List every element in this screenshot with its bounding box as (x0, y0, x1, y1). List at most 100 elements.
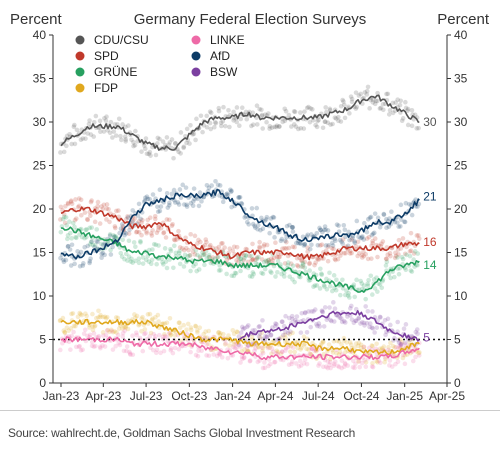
survey-dot-fdp (142, 327, 148, 332)
survey-dot-cdu-csu (72, 122, 77, 128)
survey-dot-spd (188, 232, 193, 237)
survey-dot-afd (361, 237, 367, 242)
survey-dot-linke (290, 345, 296, 350)
survey-dot-fdp (256, 345, 261, 350)
survey-dot-linke (234, 345, 239, 351)
survey-dot-gr-ne (206, 252, 212, 258)
survey-dot-gr-ne (331, 273, 337, 278)
survey-dot-afd (188, 200, 194, 206)
survey-dot-linke (161, 348, 167, 354)
survey-dot-linke (296, 364, 302, 369)
survey-dot-linke (308, 346, 314, 351)
survey-dot-afd (364, 229, 370, 235)
survey-dot-gr-ne (415, 262, 420, 268)
survey-dot-bsw (359, 320, 365, 325)
survey-dot-linke (331, 363, 337, 369)
survey-dot-afd (387, 216, 392, 221)
survey-dot-cdu-csu (80, 136, 86, 141)
survey-dot-linke (293, 361, 299, 366)
survey-dot-linke (140, 348, 146, 354)
survey-dot-afd (268, 216, 274, 221)
survey-dot-gr-ne (185, 254, 191, 259)
survey-dot-bsw (236, 334, 242, 339)
survey-dot-gr-ne (319, 271, 324, 277)
survey-dot-afd (224, 192, 229, 197)
survey-dot-linke (272, 359, 277, 365)
survey-dot-cdu-csu (101, 129, 107, 134)
survey-dot-bsw (345, 314, 350, 319)
survey-dot-spd (266, 257, 271, 263)
survey-dot-gr-ne (146, 247, 152, 253)
survey-dot-linke (127, 351, 133, 356)
survey-dot-afd (333, 238, 338, 244)
survey-dot-fdp (66, 328, 71, 333)
survey-dot-linke (76, 344, 82, 350)
survey-dot-cdu-csu (378, 105, 384, 111)
survey-dot-gr-ne (70, 220, 76, 226)
survey-dot-fdp (265, 344, 271, 349)
survey-dot-spd (364, 236, 370, 241)
survey-dot-cdu-csu (98, 129, 103, 134)
survey-dot-afd (249, 206, 255, 211)
survey-dot-spd (75, 204, 81, 210)
survey-dot-afd (107, 233, 113, 239)
survey-dot-afd (147, 196, 153, 202)
survey-dot-cdu-csu (198, 113, 204, 119)
survey-dot-spd (257, 245, 263, 251)
survey-dot-afd (272, 235, 277, 240)
survey-dot-spd (312, 262, 317, 268)
survey-dot-spd (62, 220, 68, 226)
survey-dot-afd (68, 263, 74, 268)
survey-dot-spd (187, 253, 193, 258)
survey-dot-spd (134, 229, 140, 235)
survey-dot-bsw (312, 307, 318, 312)
survey-dot-gr-ne (354, 277, 359, 283)
survey-dot-gr-ne (286, 260, 291, 265)
survey-dot-gr-ne (131, 240, 137, 245)
survey-dot-fdp (104, 314, 110, 320)
survey-dot-cdu-csu (267, 123, 273, 129)
survey-dot-spd (95, 203, 100, 209)
survey-dot-afd (130, 208, 136, 213)
survey-dot-afd (389, 209, 394, 214)
survey-dot-afd (143, 195, 148, 201)
survey-dot-linke (312, 348, 317, 354)
survey-dot-fdp (407, 339, 412, 345)
survey-dot-gr-ne (371, 277, 377, 282)
survey-dot-linke (223, 341, 228, 346)
survey-dot-afd (255, 222, 261, 228)
survey-dot-linke (387, 363, 392, 368)
survey-dot-gr-ne (94, 227, 100, 232)
survey-dot-cdu-csu (64, 143, 69, 149)
survey-dot-cdu-csu (61, 149, 67, 155)
survey-dot-linke (247, 358, 253, 364)
survey-dot-afd (360, 234, 365, 239)
survey-dot-gr-ne (133, 244, 138, 250)
survey-dot-cdu-csu (78, 137, 84, 143)
survey-dot-spd (76, 203, 82, 209)
x-tick-label: Apr-24 (257, 389, 293, 403)
survey-dot-cdu-csu (166, 142, 172, 147)
survey-dot-gr-ne (384, 259, 390, 265)
survey-dot-cdu-csu (347, 111, 352, 116)
survey-dot-gr-ne (231, 273, 237, 279)
survey-dot-gr-ne (99, 241, 104, 247)
survey-dot-fdp (167, 330, 173, 336)
survey-dot-cdu-csu (110, 135, 115, 140)
survey-dot-gr-ne (143, 257, 149, 263)
survey-dot-spd (58, 204, 64, 210)
survey-dot-fdp (347, 340, 353, 345)
survey-dot-afd (155, 204, 160, 210)
survey-dot-gr-ne (298, 264, 304, 269)
survey-dot-afd (296, 240, 301, 246)
survey-dot-gr-ne (370, 292, 375, 297)
survey-dot-gr-ne (396, 271, 402, 277)
survey-dot-afd (352, 240, 358, 245)
survey-dot-gr-ne (404, 252, 409, 258)
survey-dot-gr-ne (319, 272, 325, 278)
survey-dot-cdu-csu (123, 137, 129, 142)
survey-dot-spd (234, 244, 240, 250)
survey-dot-linke (252, 348, 257, 353)
survey-dot-gr-ne (123, 251, 129, 257)
survey-dot-spd (148, 215, 153, 220)
